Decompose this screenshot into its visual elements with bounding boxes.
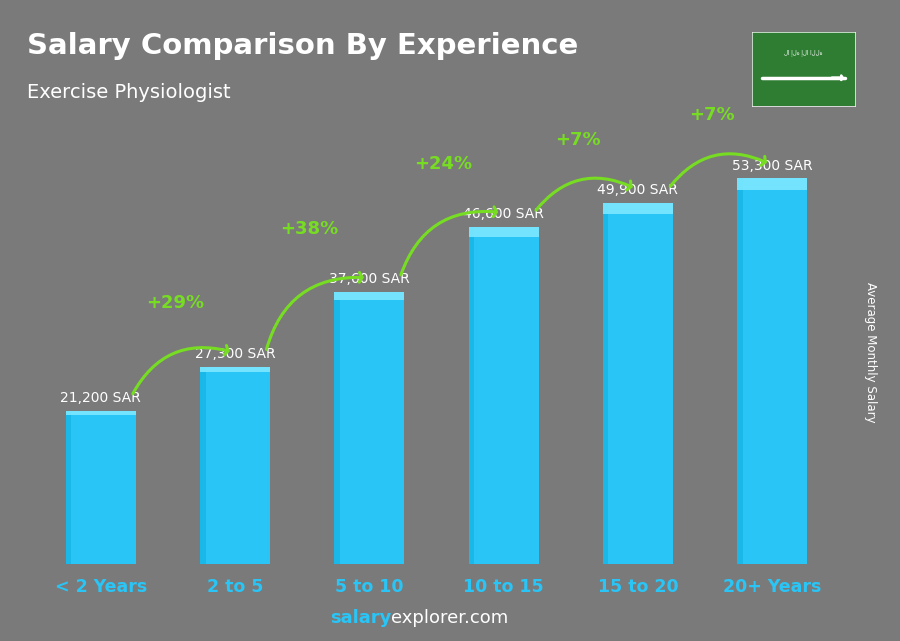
Text: 46,600 SAR: 46,600 SAR <box>464 207 544 221</box>
Text: 53,300 SAR: 53,300 SAR <box>732 158 813 172</box>
Text: explorer.com: explorer.com <box>392 609 508 627</box>
Bar <box>335 292 404 300</box>
Text: +7%: +7% <box>554 131 600 149</box>
Bar <box>469 227 538 237</box>
Text: Exercise Physiologist: Exercise Physiologist <box>27 83 230 103</box>
Bar <box>469 227 474 564</box>
Bar <box>335 292 404 564</box>
Text: +7%: +7% <box>688 106 734 124</box>
Bar <box>603 203 673 564</box>
Text: لا إله إلا الله: لا إله إلا الله <box>784 49 823 56</box>
Bar <box>603 203 608 564</box>
Text: Average Monthly Salary: Average Monthly Salary <box>865 282 878 423</box>
Bar <box>737 178 807 564</box>
Text: 27,300 SAR: 27,300 SAR <box>194 347 275 361</box>
Bar <box>737 178 807 190</box>
Text: +29%: +29% <box>146 294 203 312</box>
Bar <box>737 178 742 564</box>
Bar <box>603 203 673 214</box>
Bar <box>335 292 340 564</box>
Text: +38%: +38% <box>280 220 338 238</box>
Bar <box>200 367 205 564</box>
Bar <box>200 367 270 564</box>
Bar <box>66 411 71 564</box>
Text: salary: salary <box>330 609 392 627</box>
Text: 37,600 SAR: 37,600 SAR <box>329 272 410 286</box>
Text: 21,200 SAR: 21,200 SAR <box>60 391 141 405</box>
Bar <box>469 227 538 564</box>
Bar <box>66 411 136 564</box>
Bar <box>200 367 270 372</box>
Text: Salary Comparison By Experience: Salary Comparison By Experience <box>27 32 578 60</box>
Bar <box>66 411 136 415</box>
Text: +24%: +24% <box>414 154 472 172</box>
Text: 49,900 SAR: 49,900 SAR <box>598 183 679 197</box>
